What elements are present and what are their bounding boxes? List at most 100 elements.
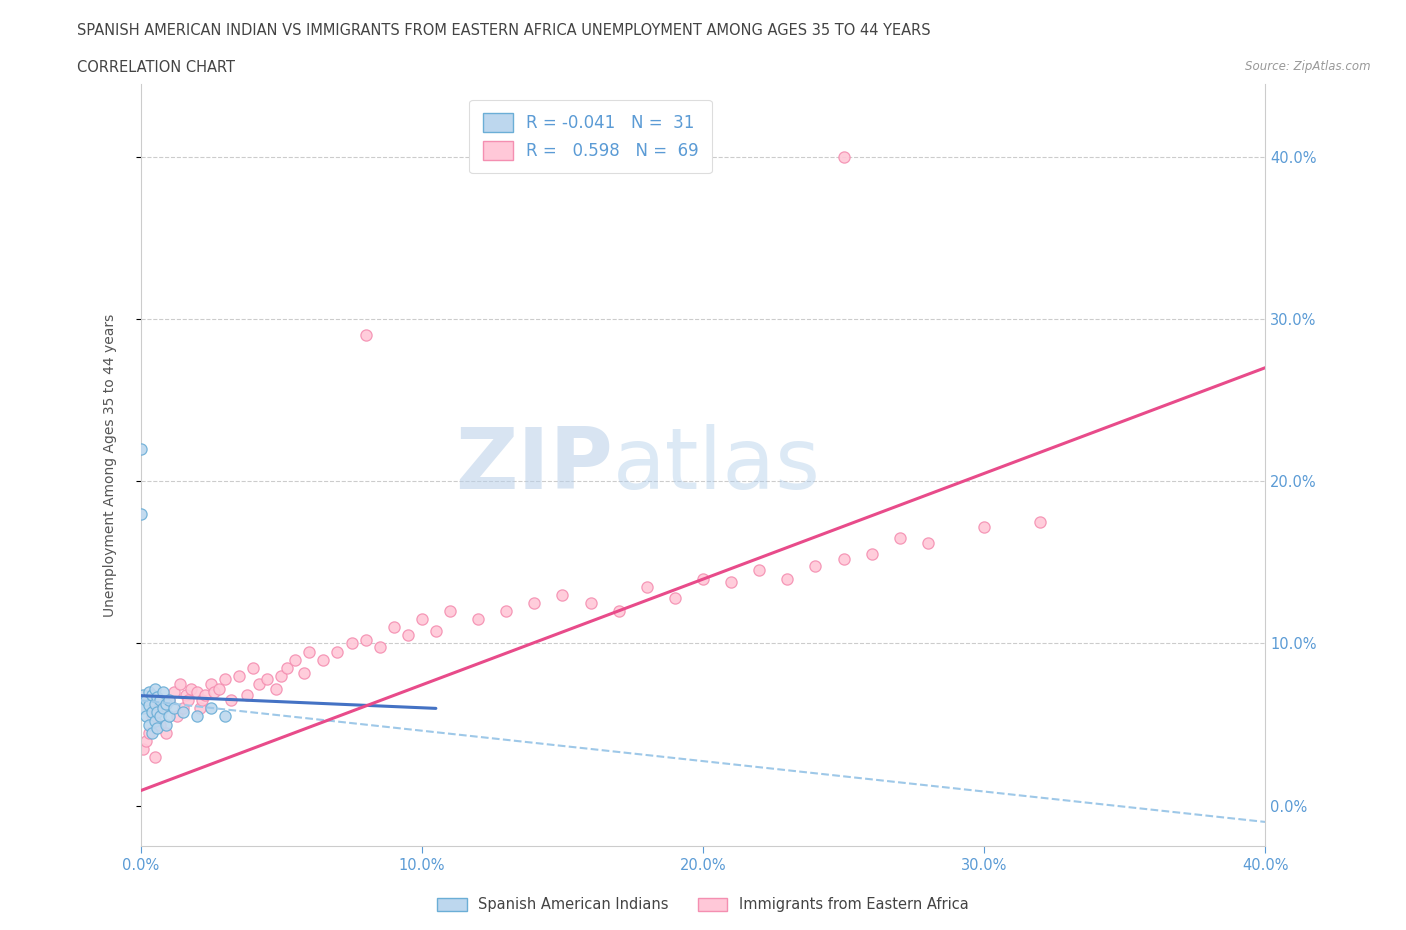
Point <box>396 628 419 643</box>
Point <box>208 682 231 697</box>
Point <box>186 684 208 699</box>
Point <box>172 704 194 719</box>
Text: SPANISH AMERICAN INDIAN VS IMMIGRANTS FROM EASTERN AFRICA UNEMPLOYMENT AMONG AGE: SPANISH AMERICAN INDIAN VS IMMIGRANTS FR… <box>77 23 931 38</box>
Point <box>917 536 939 551</box>
Point <box>860 547 883 562</box>
Point <box>157 693 180 708</box>
Point <box>143 701 166 716</box>
Point <box>214 671 236 686</box>
Point <box>664 591 686 605</box>
Point <box>720 575 742 590</box>
Point <box>163 684 186 699</box>
Point <box>143 750 166 764</box>
Point <box>129 506 152 521</box>
Point <box>188 701 211 716</box>
Point <box>180 682 202 697</box>
Point <box>149 709 172 724</box>
Point <box>439 604 461 618</box>
Point <box>382 619 405 634</box>
Point <box>804 558 827 573</box>
Point <box>748 563 770 578</box>
Point <box>141 688 163 703</box>
Text: ZIP: ZIP <box>456 423 613 507</box>
Point <box>141 709 163 724</box>
Point <box>298 644 321 659</box>
Point <box>146 689 169 704</box>
Legend: Spanish American Indians, Immigrants from Eastern Africa: Spanish American Indians, Immigrants fro… <box>432 891 974 918</box>
Point <box>202 684 225 699</box>
Point <box>143 696 166 711</box>
Point <box>276 660 298 675</box>
Point <box>228 669 250 684</box>
Point <box>138 717 160 732</box>
Point <box>135 709 157 724</box>
Point <box>1029 514 1052 529</box>
Point <box>692 571 714 586</box>
Point <box>138 684 160 699</box>
Y-axis label: Unemployment Among Ages 35 to 44 years: Unemployment Among Ages 35 to 44 years <box>103 313 117 617</box>
Point <box>177 693 200 708</box>
Point <box>242 660 264 675</box>
Point <box>832 551 855 566</box>
Legend: R = -0.041   N =  31, R =   0.598   N =  69: R = -0.041 N = 31, R = 0.598 N = 69 <box>470 100 711 173</box>
Point <box>425 623 447 638</box>
Point <box>411 612 433 627</box>
Point <box>264 682 287 697</box>
Point <box>132 701 155 716</box>
Point <box>270 669 292 684</box>
Point <box>141 704 163 719</box>
Point <box>579 595 602 610</box>
Text: atlas: atlas <box>613 423 821 507</box>
Point <box>157 709 180 724</box>
Point <box>973 519 995 534</box>
Point <box>146 693 169 708</box>
Point <box>132 741 155 756</box>
Point <box>200 677 222 692</box>
Point <box>155 717 177 732</box>
Point <box>132 688 155 703</box>
Point <box>152 684 174 699</box>
Point <box>155 696 177 711</box>
Point <box>186 709 208 724</box>
Point <box>495 604 517 618</box>
Point <box>166 709 188 724</box>
Point <box>776 571 799 586</box>
Point <box>129 442 152 457</box>
Point <box>200 701 222 716</box>
Point <box>155 725 177 740</box>
Point <box>326 644 349 659</box>
Point <box>219 693 242 708</box>
Point <box>138 698 160 712</box>
Point <box>143 714 166 729</box>
Point <box>152 701 174 716</box>
Point <box>607 604 630 618</box>
Point <box>143 682 166 697</box>
Point <box>141 725 163 740</box>
Point <box>214 709 236 724</box>
Point <box>368 639 391 654</box>
Point <box>138 725 160 740</box>
Point <box>163 701 186 716</box>
Point <box>354 632 377 647</box>
Point <box>174 688 197 703</box>
Point <box>247 677 270 692</box>
Point <box>292 665 315 680</box>
Point <box>157 693 180 708</box>
Point <box>340 636 363 651</box>
Point <box>284 652 307 667</box>
Point <box>194 688 217 703</box>
Point <box>149 693 172 708</box>
Point <box>354 327 377 342</box>
Point <box>236 688 259 703</box>
Point <box>135 693 157 708</box>
Point <box>636 579 658 594</box>
Point <box>135 734 157 749</box>
Point <box>523 595 546 610</box>
Point <box>169 677 191 692</box>
Point <box>146 721 169 736</box>
Point <box>256 671 278 686</box>
Point <box>889 531 911 546</box>
Point <box>551 588 574 603</box>
Point <box>172 701 194 716</box>
Point <box>832 150 855 165</box>
